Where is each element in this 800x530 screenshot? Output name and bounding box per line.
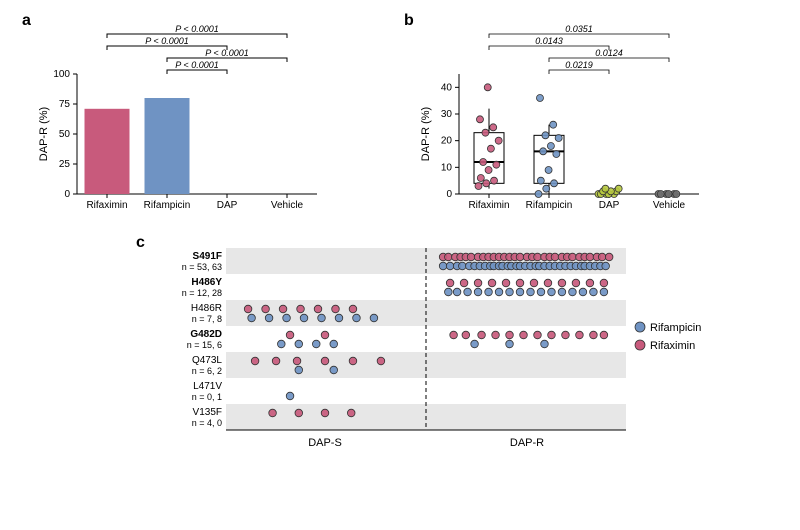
panel-a: 0 25 50 75 100 DAP-R (%) Rifaximin Rifampicin DA… <box>32 16 332 221</box>
svg-text:DAP-R (%): DAP-R (%) <box>38 107 50 161</box>
svg-text:Q473L: Q473L <box>192 355 222 366</box>
svg-text:S491F: S491F <box>193 251 222 262</box>
svg-text:Vehicle: Vehicle <box>271 200 304 211</box>
svg-text:20: 20 <box>441 136 453 147</box>
svg-text:Vehicle: Vehicle <box>653 200 686 211</box>
svg-text:G482D: G482D <box>190 329 222 340</box>
svg-text:n = 6, 2: n = 6, 2 <box>192 366 222 376</box>
svg-text:n = 53, 63: n = 53, 63 <box>182 262 222 272</box>
panel-a-label: a <box>22 12 31 30</box>
svg-text:H486Y: H486Y <box>191 277 222 288</box>
svg-text:L471V: L471V <box>193 381 222 392</box>
figure: a 0255075100DAP-R (%)RifaximinRifampicin… <box>12 12 788 518</box>
svg-text:DAP: DAP <box>217 200 238 211</box>
panel-a-chart: 0 25 50 75 100 DAP-R (%) Rifaximin Rifampicin DA… <box>32 16 332 221</box>
svg-text:Rifaximin: Rifaximin <box>468 200 509 211</box>
panel-b-label: b <box>404 12 414 30</box>
svg-text:n = 4, 0: n = 4, 0 <box>192 418 222 428</box>
svg-text:0.0143: 0.0143 <box>535 36 563 46</box>
panel-b-chart: 0 10 20 30 40 DAP-R (%) Rifaximin Rifampicin DAP… <box>414 16 714 221</box>
svg-text:H486R: H486R <box>191 303 222 314</box>
svg-text:DAP-R (%): DAP-R (%) <box>420 107 432 161</box>
svg-text:0: 0 <box>446 189 452 200</box>
svg-text:0.0219: 0.0219 <box>565 60 593 70</box>
svg-text:30: 30 <box>441 109 453 120</box>
svg-text:25: 25 <box>59 159 71 170</box>
svg-text:Rifaximin: Rifaximin <box>650 340 695 352</box>
svg-text:DAP-S: DAP-S <box>308 437 342 449</box>
svg-text:n = 15, 6: n = 15, 6 <box>187 340 222 350</box>
panel-c: S491Fn = 53, 63 H486Yn = 12, 28 H486Rn = 7… <box>150 242 710 482</box>
svg-text:Rifampicin: Rifampicin <box>526 200 573 211</box>
svg-text:n = 7, 8: n = 7, 8 <box>192 314 222 324</box>
panel-c-label: c <box>136 234 145 252</box>
svg-text:50: 50 <box>59 129 71 140</box>
svg-text:0.0124: 0.0124 <box>595 48 623 58</box>
svg-text:100: 100 <box>53 69 70 80</box>
panel-b: 0 10 20 30 40 DAP-R (%) Rifaximin Rifampicin DAP… <box>414 16 714 221</box>
svg-text:DAP-R: DAP-R <box>510 437 544 449</box>
svg-text:P < 0.0001: P < 0.0001 <box>145 36 188 46</box>
svg-text:Rifampicin: Rifampicin <box>650 322 701 334</box>
svg-text:DAP: DAP <box>599 200 620 211</box>
panel-c-chart: S491Fn = 53, 63 H486Yn = 12, 28 H486Rn = 7… <box>150 242 710 482</box>
svg-text:10: 10 <box>441 162 453 173</box>
svg-text:P < 0.0001: P < 0.0001 <box>175 24 218 34</box>
svg-text:75: 75 <box>59 99 71 110</box>
svg-text:0.0351: 0.0351 <box>565 24 593 34</box>
svg-text:40: 40 <box>441 82 453 93</box>
svg-text:P < 0.0001: P < 0.0001 <box>205 48 248 58</box>
svg-text:P < 0.0001: P < 0.0001 <box>175 60 218 70</box>
svg-text:V135F: V135F <box>193 407 222 418</box>
svg-text:Rifaximin: Rifaximin <box>86 200 127 211</box>
svg-text:Rifampicin: Rifampicin <box>144 200 191 211</box>
svg-text:0: 0 <box>64 189 70 200</box>
svg-text:n = 0, 1: n = 0, 1 <box>192 392 222 402</box>
svg-text:n = 12, 28: n = 12, 28 <box>182 288 222 298</box>
